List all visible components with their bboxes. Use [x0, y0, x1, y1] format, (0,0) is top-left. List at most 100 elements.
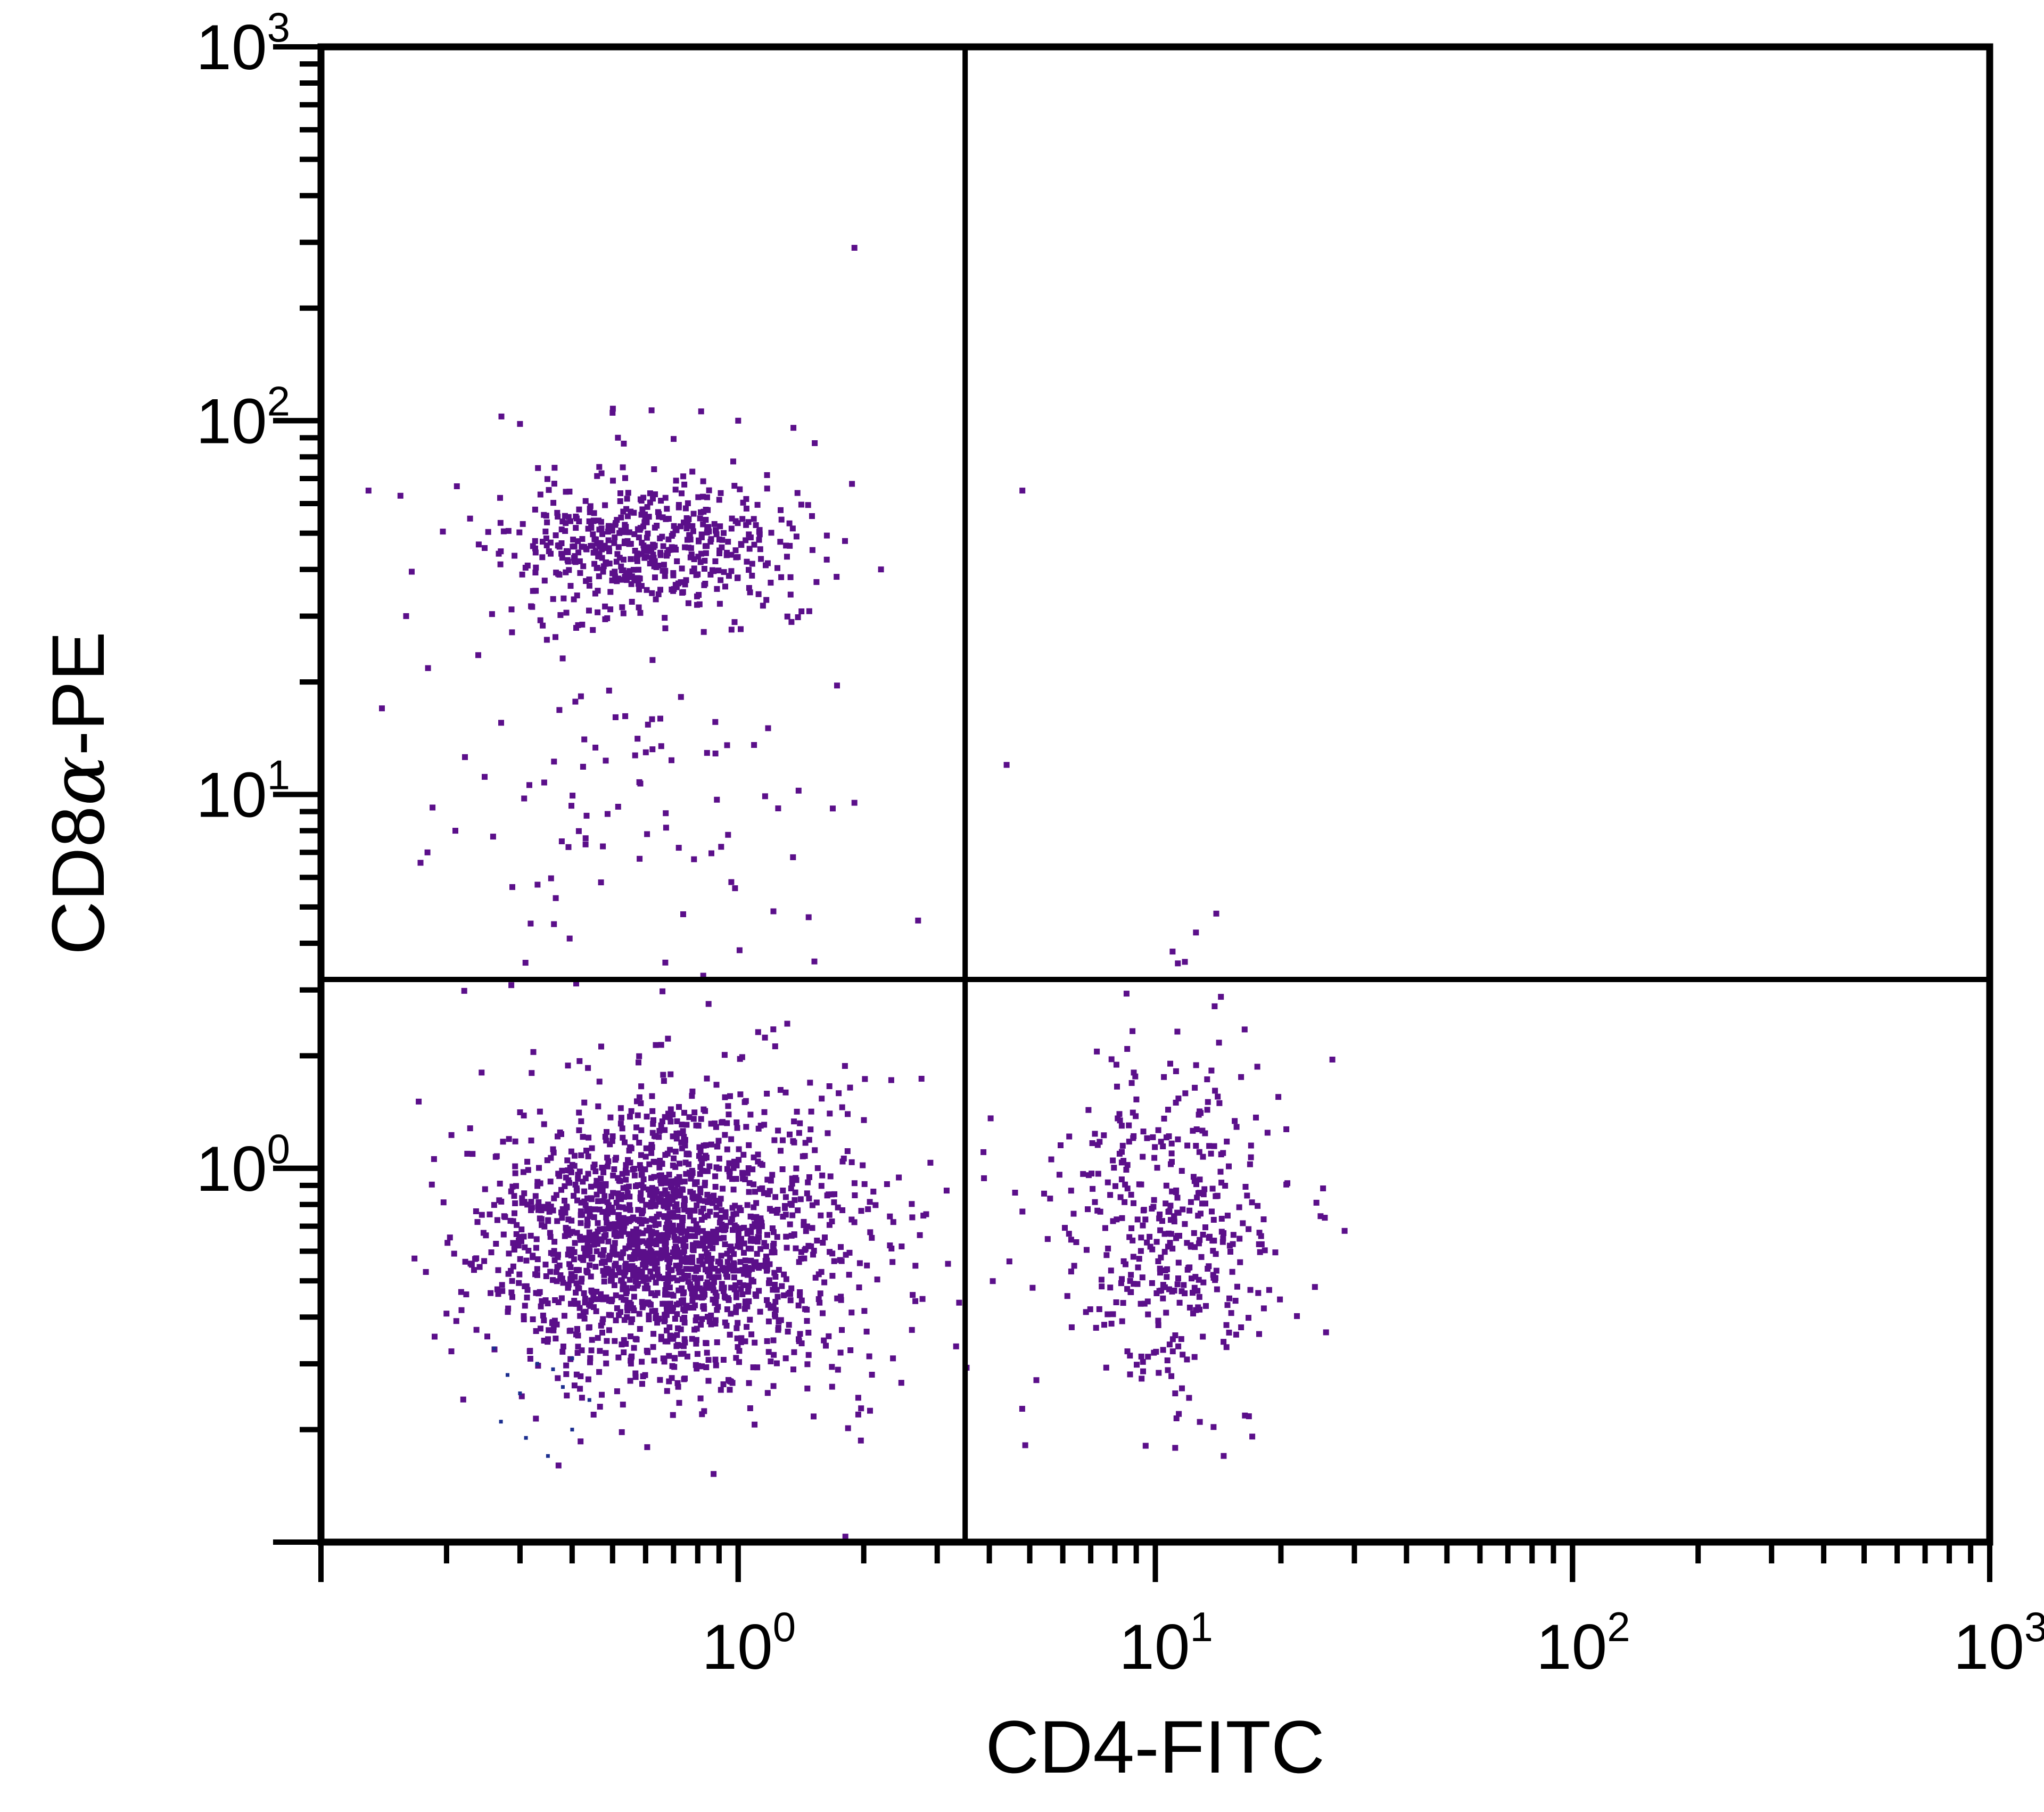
- data-point: [733, 1290, 739, 1296]
- data-point: [645, 1285, 651, 1291]
- data-point: [1214, 1192, 1221, 1199]
- data-point: [678, 579, 684, 586]
- data-point: [1108, 1056, 1115, 1063]
- data-point: [755, 1151, 761, 1158]
- data-point: [594, 1248, 600, 1255]
- data-point: [1182, 959, 1188, 965]
- data-point: [618, 1115, 624, 1121]
- data-point: [613, 1317, 619, 1323]
- data-point: [666, 1324, 673, 1330]
- data-point: [604, 1199, 611, 1205]
- data-point: [1158, 1139, 1164, 1145]
- data-point: [1118, 1176, 1125, 1183]
- data-point: [693, 1317, 699, 1324]
- data-point: [666, 1284, 673, 1291]
- data-point: [731, 1274, 737, 1281]
- data-point: [740, 1151, 747, 1158]
- y-axis-title: CD8α-PE: [35, 631, 122, 955]
- data-point: [586, 1324, 592, 1331]
- data-point: [760, 603, 766, 609]
- data-point: [716, 1235, 723, 1241]
- data-point: [749, 572, 755, 579]
- data-point: [662, 1338, 669, 1345]
- data-point: [578, 1118, 584, 1124]
- data-point: [532, 1193, 539, 1199]
- data-point: [710, 1287, 716, 1294]
- data-point: [551, 759, 557, 765]
- data-point: [736, 1359, 742, 1365]
- data-point: [1167, 1240, 1173, 1246]
- data-point: [603, 561, 609, 567]
- data-point: [498, 413, 505, 419]
- data-point: [713, 1124, 719, 1130]
- data-point: [1114, 1083, 1120, 1090]
- data-point: [1249, 1199, 1255, 1206]
- data-point: [542, 1262, 549, 1268]
- data-point: [570, 1356, 574, 1361]
- data-point: [610, 477, 616, 484]
- data-point: [705, 1213, 711, 1219]
- data-point: [806, 608, 812, 614]
- data-point: [762, 793, 768, 800]
- data-point: [847, 1347, 854, 1353]
- data-point: [677, 1179, 683, 1185]
- data-point: [758, 556, 764, 562]
- data-point: [1197, 1176, 1203, 1183]
- data-point: [682, 1258, 689, 1264]
- data-point: [663, 810, 669, 817]
- data-point: [652, 574, 658, 581]
- data-point: [691, 1109, 698, 1116]
- data-point: [521, 1113, 527, 1119]
- data-point: [757, 546, 763, 553]
- data-point: [570, 537, 576, 543]
- data-point: [627, 1207, 633, 1213]
- data-point: [725, 1295, 731, 1302]
- data-point: [665, 1110, 671, 1117]
- data-point: [763, 1263, 769, 1270]
- data-point: [790, 1366, 796, 1373]
- data-point: [1126, 1139, 1132, 1145]
- data-point: [785, 1329, 791, 1335]
- data-point: [786, 1322, 792, 1328]
- data-point: [593, 1236, 599, 1242]
- data-point: [664, 1388, 670, 1394]
- data-point: [614, 1305, 620, 1312]
- x-tick-label: 100: [702, 1603, 796, 1683]
- data-point: [1294, 1313, 1300, 1319]
- data-point: [585, 1065, 591, 1071]
- data-point: [763, 1267, 770, 1274]
- data-point: [675, 1325, 681, 1331]
- data-point: [1320, 1185, 1326, 1191]
- data-point: [681, 1315, 688, 1321]
- data-point: [660, 514, 666, 521]
- data-point: [737, 1225, 743, 1232]
- data-point: [636, 1140, 642, 1146]
- data-point: [693, 1314, 699, 1321]
- data-point: [1135, 1264, 1141, 1271]
- data-point: [695, 494, 702, 500]
- data-point: [493, 1153, 500, 1159]
- data-point: [577, 1313, 583, 1319]
- data-point: [672, 1187, 679, 1193]
- data-point: [794, 490, 801, 496]
- data-point: [571, 596, 577, 603]
- data-point: [760, 1263, 765, 1269]
- data-point: [534, 1266, 540, 1272]
- data-point: [565, 1284, 571, 1291]
- data-point: [1174, 1195, 1181, 1201]
- data-point: [708, 1256, 715, 1262]
- data-point: [704, 1250, 710, 1256]
- data-point: [1202, 1130, 1208, 1136]
- data-point: [639, 1268, 645, 1274]
- data-point: [756, 537, 762, 543]
- data-point: [826, 1222, 833, 1228]
- data-point: [698, 1322, 704, 1328]
- data-point: [606, 548, 612, 555]
- data-point: [533, 1245, 539, 1251]
- data-point: [1196, 1294, 1202, 1300]
- data-point: [1230, 1241, 1236, 1247]
- data-point: [1161, 1074, 1167, 1080]
- data-point: [1166, 1341, 1173, 1348]
- data-point: [654, 523, 660, 529]
- data-point: [530, 1049, 537, 1055]
